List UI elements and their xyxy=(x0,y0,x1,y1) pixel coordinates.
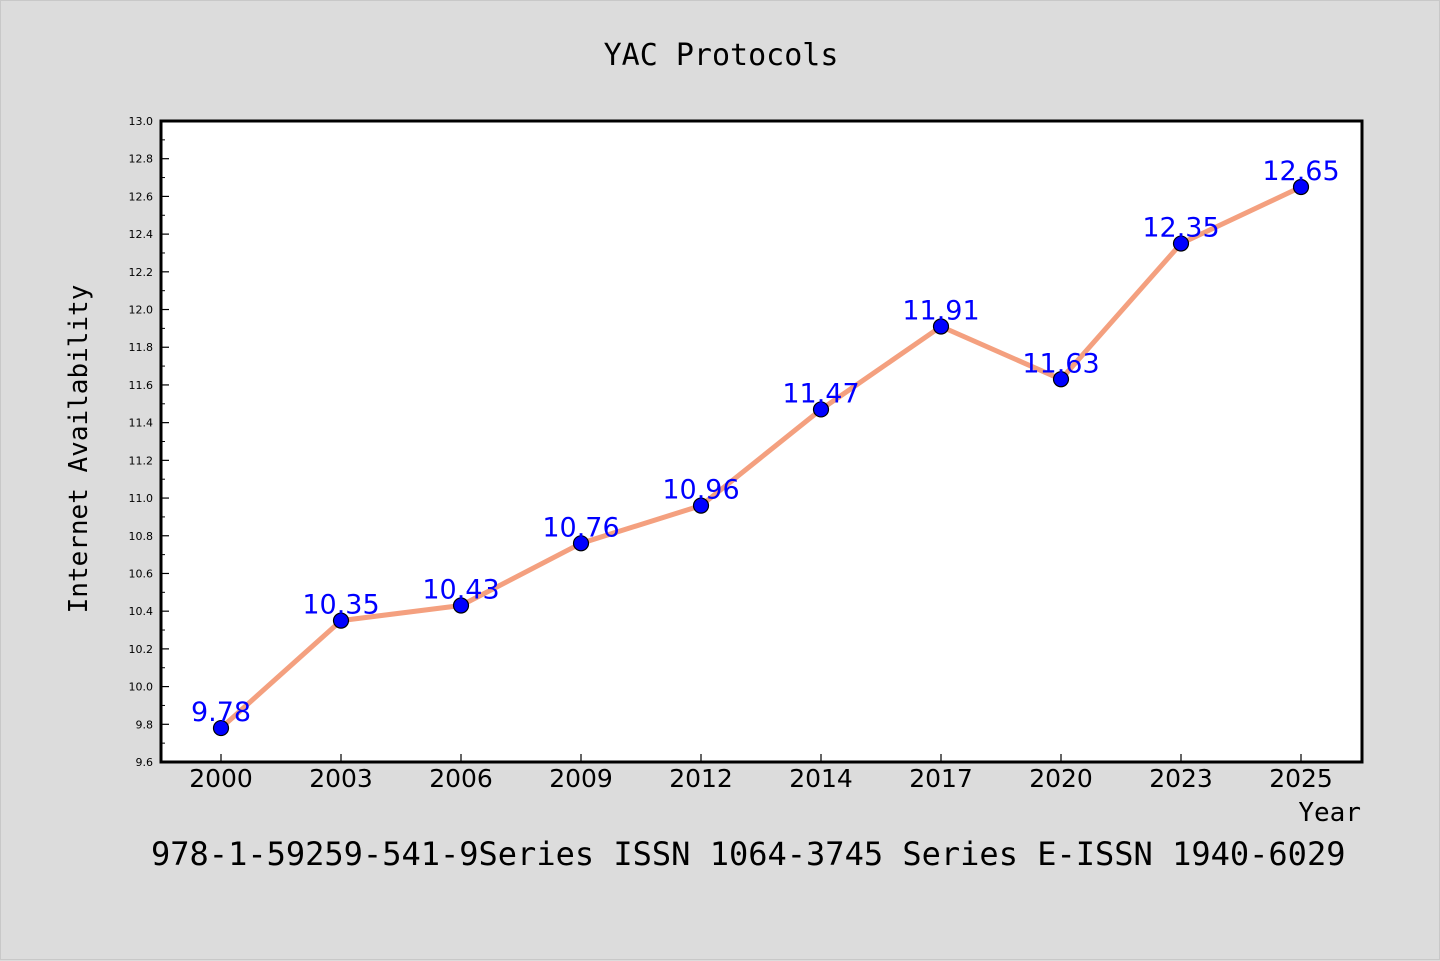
x-tick-label: 2000 xyxy=(189,764,253,793)
x-tick-label: 2009 xyxy=(549,764,613,793)
y-tick-label: 12.0 xyxy=(129,304,154,317)
data-point xyxy=(1292,178,1310,196)
x-tick-label: 2003 xyxy=(309,764,373,793)
footnote: 978-1-59259-541-9Series ISSN 1064-3745 S… xyxy=(151,835,1345,873)
data-point xyxy=(1172,235,1190,252)
x-tick-label: 2012 xyxy=(669,764,733,793)
data-label: 10.43 xyxy=(422,575,499,606)
y-tick-label: 12.8 xyxy=(129,153,154,166)
data-point xyxy=(932,318,950,335)
data-label: 9.78 xyxy=(191,697,251,728)
data-label: 10.35 xyxy=(302,590,379,621)
y-tick-label: 11.0 xyxy=(129,492,154,505)
x-tick-label: 2014 xyxy=(789,764,853,793)
data-label: 10.96 xyxy=(662,475,739,506)
y-tick-label: 11.8 xyxy=(129,341,154,354)
data-point xyxy=(692,497,710,514)
data-point xyxy=(1052,371,1070,388)
data-label: 12.35 xyxy=(1142,213,1219,244)
y-tick-label: 12.2 xyxy=(129,266,154,279)
data-label: 12.65 xyxy=(1262,156,1339,187)
y-tick-label: 11.2 xyxy=(129,454,154,467)
y-axis: 9.6 9.8 10.0 10.2 10.4 10.6 10.8 11.0 11.2 11.4 11… xyxy=(129,115,169,769)
y-tick-label: 10.2 xyxy=(129,643,154,656)
y-tick-label: 9.8 xyxy=(136,718,154,731)
data-label: 11.91 xyxy=(902,295,979,326)
y-tick-label: 11.6 xyxy=(129,379,154,392)
x-tick-label: 2020 xyxy=(1029,764,1093,793)
plot-area xyxy=(159,119,1364,764)
y-tick-label: 12.6 xyxy=(129,190,154,203)
data-label: 11.47 xyxy=(782,378,859,409)
data-point xyxy=(572,535,590,552)
y-tick-label: 9.6 xyxy=(136,756,154,769)
x-tick-label: 2023 xyxy=(1149,764,1213,793)
data-point xyxy=(212,719,230,737)
y-tick-label: 12.4 xyxy=(129,228,154,241)
x-tick-label: 2006 xyxy=(429,764,493,793)
x-axis-label: Year xyxy=(1298,798,1361,828)
y-axis-label: Internet Availability xyxy=(64,285,94,614)
data-label: 11.63 xyxy=(1022,348,1099,379)
y-tick-label: 10.0 xyxy=(129,681,154,694)
x-tick-label: 2017 xyxy=(909,764,973,793)
data-point xyxy=(452,597,470,614)
data-label: 10.76 xyxy=(542,512,619,543)
x-axis: 2000 2003 2006 2009 2012 2014 2017 2020 2023 2025 xyxy=(189,754,1333,793)
series-layer: 9.78 10.35 10.43 10.76 10.96 11.47 11.91 11.63 1… xyxy=(191,156,1340,737)
x-tick-label: 2025 xyxy=(1269,764,1333,793)
chart-title: YAC Protocols xyxy=(604,38,839,73)
y-tick-label: 10.6 xyxy=(129,567,154,580)
data-point xyxy=(812,401,830,418)
series-line xyxy=(218,184,1304,731)
data-point xyxy=(332,612,350,629)
y-tick-label: 13.0 xyxy=(129,115,154,128)
y-tick-label: 10.4 xyxy=(129,605,154,618)
y-tick-label: 10.8 xyxy=(129,530,154,543)
y-tick-label: 11.4 xyxy=(129,417,154,430)
